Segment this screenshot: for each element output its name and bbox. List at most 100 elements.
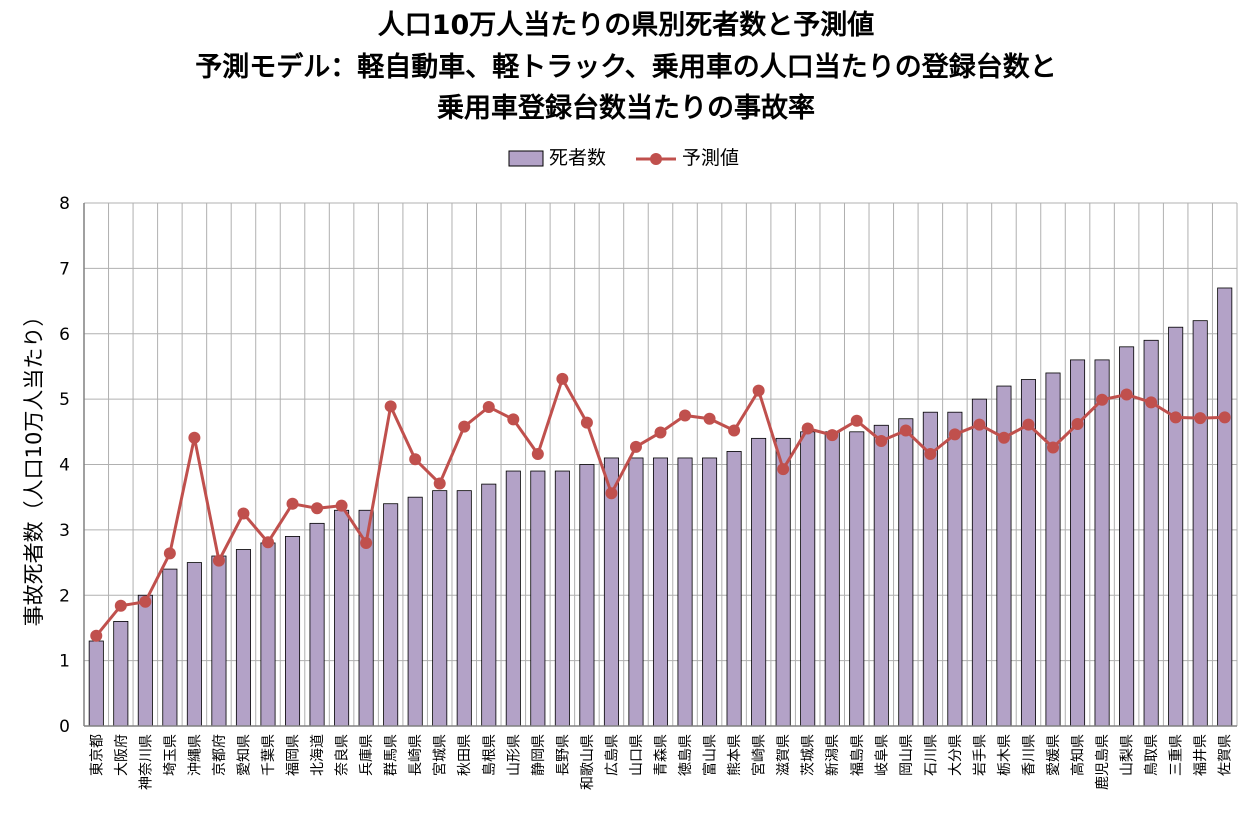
y-axis-label: 事故死者数（人口10万人当たり） <box>22 306 46 627</box>
x-tick-label: 兵庫県 <box>358 734 375 776</box>
prediction-point-高知県 <box>1071 417 1084 430</box>
prediction-point-沖縄県 <box>188 431 201 444</box>
x-tick-label: 三重県 <box>1169 734 1185 776</box>
chart-title-line-1: 人口10万人当たりの県別死者数と予測値 <box>378 10 875 41</box>
legend-bar-label: 死者数 <box>549 147 606 169</box>
bar-岡山県 <box>898 418 914 727</box>
prediction-point-奈良県 <box>335 499 348 512</box>
x-tick-label: 千葉県 <box>261 734 277 776</box>
bar-鹿児島県 <box>1094 359 1110 727</box>
x-tick-label: 石川県 <box>923 734 939 776</box>
chart-title-line-3: 乗用車登録台数当たりの事故率 <box>437 92 815 124</box>
bar-長崎県 <box>407 496 423 727</box>
prediction-point-熊本県 <box>728 424 741 437</box>
prediction-point-福井県 <box>1194 412 1207 425</box>
x-tick-label: 福島県 <box>850 734 866 776</box>
y-tick-label: 6 <box>59 325 70 345</box>
x-tick-label: 沖縄県 <box>187 734 203 776</box>
bar-秋田県 <box>456 490 472 727</box>
bar-長野県 <box>554 470 570 727</box>
bar-大分県 <box>947 411 963 727</box>
x-tick-label: 愛知県 <box>235 734 252 776</box>
x-tick-label: 徳島県 <box>678 734 694 776</box>
bar-山梨県 <box>1119 346 1135 727</box>
prediction-point-千葉県 <box>261 536 274 549</box>
y-tick-label: 4 <box>59 456 70 476</box>
x-tick-label: 山梨県 <box>1120 734 1136 776</box>
x-tick-label: 宮城県 <box>433 734 449 776</box>
bar-愛媛県 <box>1045 372 1061 727</box>
x-tick-label: 長野県 <box>555 734 571 776</box>
bar-京都府 <box>211 555 227 727</box>
prediction-point-青森県 <box>654 426 667 439</box>
x-tick-label: 群馬県 <box>384 734 400 776</box>
chart-title-line-2: 予測モデル：軽自動車、軽トラック、乗用車の人口当たりの登録台数と <box>195 51 1057 83</box>
x-tick-label: 静岡県 <box>531 734 547 776</box>
x-tick-label: 奈良県 <box>335 734 351 776</box>
x-tick-label: 佐賀県 <box>1218 734 1234 776</box>
prediction-point-神奈川県 <box>139 595 152 608</box>
x-tick-label: 福岡県 <box>286 734 302 776</box>
bar-千葉県 <box>260 542 276 727</box>
prediction-point-福島県 <box>850 414 863 427</box>
prediction-point-岐阜県 <box>875 434 888 447</box>
prediction-point-北海道 <box>311 502 324 515</box>
bar-沖縄県 <box>186 562 202 727</box>
prediction-point-長野県 <box>556 372 569 385</box>
y-axis-ticks: 0 1 2 3 4 5 6 7 8 <box>59 194 70 737</box>
prediction-point-島根県 <box>482 400 495 413</box>
x-tick-label: 大阪府 <box>114 734 130 776</box>
y-tick-label: 1 <box>59 652 70 672</box>
x-tick-label: 栃木県 <box>997 734 1013 776</box>
prediction-point-愛媛県 <box>1047 441 1060 454</box>
bar-山口県 <box>628 457 644 727</box>
y-tick-label: 8 <box>59 194 70 214</box>
prediction-point-大分県 <box>948 428 961 441</box>
legend: 死者数 予測値 <box>508 147 739 169</box>
bar-神奈川県 <box>137 594 153 727</box>
x-tick-label: 愛媛県 <box>1046 734 1062 776</box>
y-tick-label: 0 <box>59 717 70 737</box>
bar-三重県 <box>1168 326 1184 727</box>
x-tick-label: 島根県 <box>482 734 498 776</box>
x-tick-label: 茨城県 <box>801 734 817 776</box>
y-tick-label: 3 <box>59 521 70 541</box>
x-tick-label: 香川県 <box>1021 734 1037 776</box>
bar-北海道 <box>309 522 325 727</box>
legend-line-marker <box>650 153 662 165</box>
x-tick-label: 熊本県 <box>727 734 743 776</box>
prediction-point-石川県 <box>924 448 937 461</box>
prediction-point-富山県 <box>703 412 716 425</box>
bar-福井県 <box>1192 320 1208 727</box>
prediction-point-新潟県 <box>826 429 839 442</box>
x-tick-label: 山形県 <box>506 734 522 776</box>
bar-series <box>88 287 1233 727</box>
legend-bar-swatch <box>508 150 544 167</box>
prediction-point-三重県 <box>1169 411 1182 424</box>
prediction-point-岩手県 <box>973 418 986 431</box>
bar-高知県 <box>1070 359 1086 727</box>
bar-奈良県 <box>334 509 350 727</box>
x-tick-label: 長崎県 <box>408 734 424 776</box>
prediction-point-広島県 <box>605 487 618 500</box>
x-tick-label: 北海道 <box>310 734 326 776</box>
x-tick-label: 神奈川県 <box>138 734 154 790</box>
x-tick-label: 富山県 <box>702 734 719 776</box>
bar-岩手県 <box>971 398 987 727</box>
bar-滋賀県 <box>775 437 791 727</box>
x-tick-label: 秋田県 <box>457 734 473 776</box>
prediction-point-宮城県 <box>433 477 446 490</box>
gridlines <box>83 202 1238 727</box>
bar-徳島県 <box>677 457 693 727</box>
prediction-point-大阪府 <box>114 599 127 612</box>
prediction-point-福岡県 <box>286 497 299 510</box>
x-tick-label: 福井県 <box>1193 734 1209 776</box>
bar-福岡県 <box>285 536 301 727</box>
bar-大阪府 <box>113 621 129 727</box>
bar-福島県 <box>849 431 865 727</box>
prediction-point-山口県 <box>629 440 642 453</box>
prediction-point-宮崎県 <box>752 384 765 397</box>
prediction-point-愛知県 <box>237 507 250 520</box>
